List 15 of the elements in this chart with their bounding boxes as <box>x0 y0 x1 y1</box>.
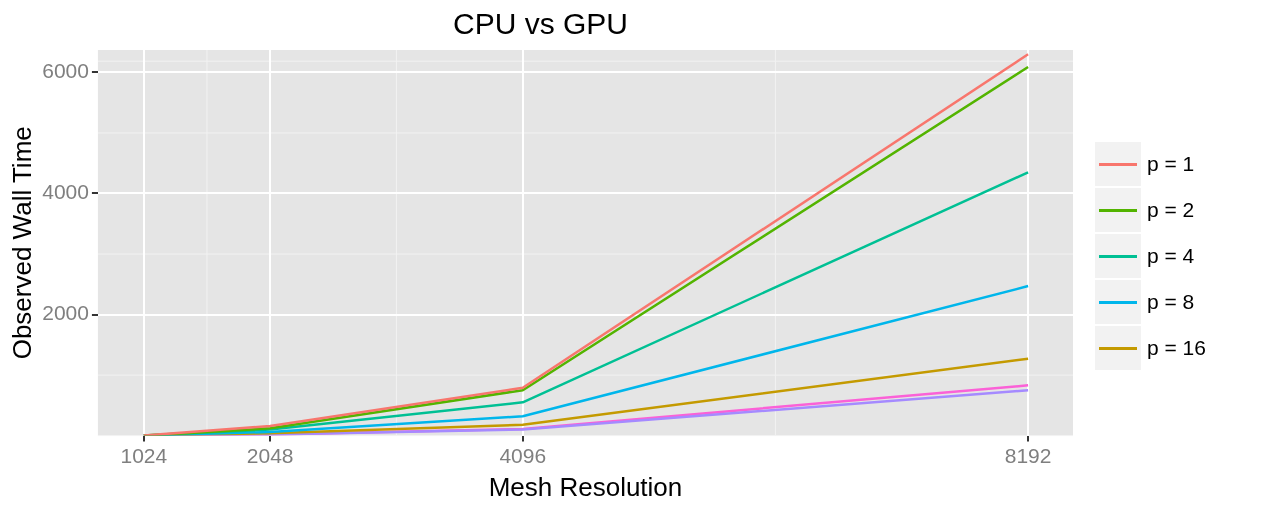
y-axis-title: Observed Wall Time <box>6 126 37 360</box>
x-tick-label: 4096 <box>499 444 547 467</box>
legend-label: p = 1 <box>1147 152 1195 176</box>
x-tick-label: 2048 <box>246 444 294 467</box>
legend-label: p = 16 <box>1147 336 1206 360</box>
x-tick-label: 8192 <box>1004 444 1052 467</box>
y-tick-label: 6000 <box>42 59 89 83</box>
legend-label: p = 2 <box>1147 198 1195 222</box>
y-tick-label: 2000 <box>42 301 89 325</box>
x-tick-label: 1024 <box>120 444 168 467</box>
legend-label: p = 8 <box>1147 290 1195 314</box>
y-tick-label: 4000 <box>42 180 89 204</box>
chart-title: CPU vs GPU <box>452 7 629 41</box>
legend-label: p = 4 <box>1147 244 1195 268</box>
x-axis-title: Mesh Resolution <box>488 471 683 502</box>
